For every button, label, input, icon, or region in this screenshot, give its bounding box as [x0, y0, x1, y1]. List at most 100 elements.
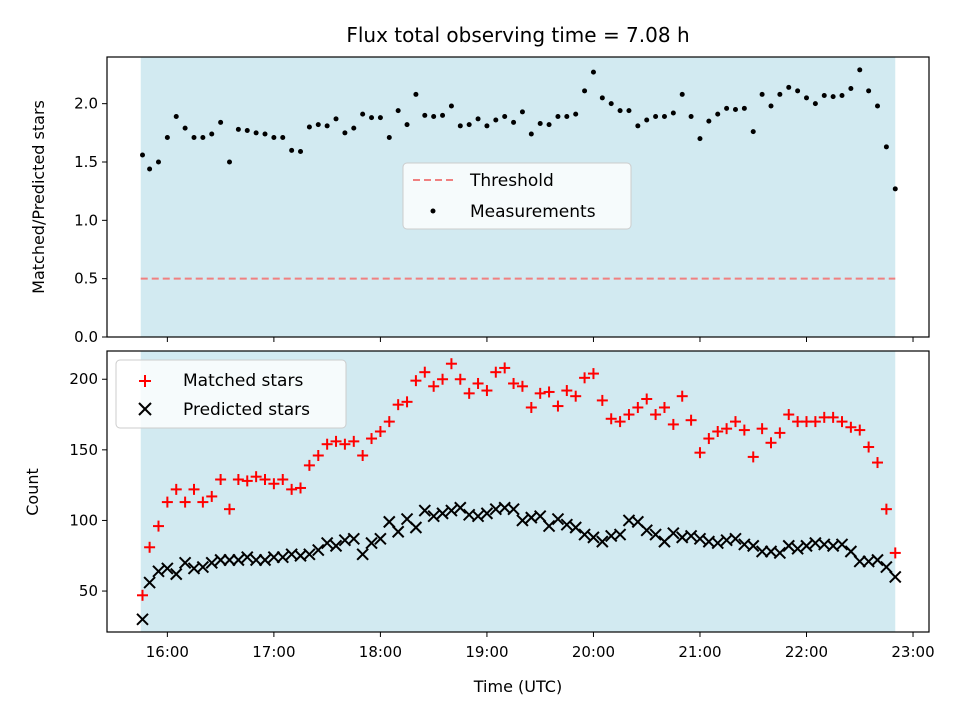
matched-star-marker: [525, 401, 537, 413]
predicted-star-marker: [649, 528, 662, 541]
matched-star-marker: [729, 416, 741, 428]
measurement-point: [271, 135, 277, 140]
measurement-point: [821, 93, 827, 98]
predicted-star-marker: [223, 553, 236, 567]
predicted-star-marker: [365, 536, 378, 550]
measurement-point: [333, 116, 339, 122]
matched-star-marker: [632, 401, 644, 413]
top-y-tick-label: 0.0: [74, 328, 98, 346]
predicted-star-marker: [782, 539, 795, 553]
predicted-star-marker: [800, 539, 813, 553]
top-plot-frame: [106, 56, 930, 338]
predicted-star-marker: [684, 529, 698, 543]
matched-star-marker: [605, 413, 617, 425]
predicted-star-marker: [755, 545, 769, 558]
measurement-point: [289, 147, 295, 153]
predicted-star-marker: [507, 502, 520, 516]
measurement-point: [528, 131, 534, 137]
measurement-point: [457, 123, 463, 129]
measurement-point: [875, 103, 881, 109]
matched-star-marker: [215, 473, 227, 485]
matched-star-marker: [703, 433, 715, 445]
matched-star-marker: [286, 483, 298, 495]
predicted-star-marker: [143, 576, 156, 589]
predicted-star-marker: [356, 548, 369, 561]
measurement-point: [182, 125, 188, 131]
matched-star-marker: [490, 366, 502, 378]
matched-star-marker: [392, 399, 404, 411]
measurement-point: [324, 123, 330, 129]
matched-star-marker: [137, 589, 149, 601]
x-tick-label: 18:00: [359, 643, 402, 661]
predicted-star-marker: [613, 528, 627, 541]
predicted-star-marker: [383, 515, 396, 529]
matched-star-marker: [232, 473, 244, 485]
matched-star-marker: [330, 435, 342, 447]
measurement-point: [661, 114, 667, 119]
matched-star-marker: [197, 496, 209, 508]
measurement-point: [688, 114, 694, 119]
top-legend-box: [402, 162, 632, 230]
measurement-point: [839, 93, 845, 98]
predicted-star-marker: [853, 555, 866, 568]
predicted-star-marker: [232, 553, 245, 567]
bottom-y-axis: 50 100 150 200: [69, 370, 107, 600]
matched-star-marker: [641, 393, 653, 405]
matched-star-marker: [534, 387, 546, 399]
measurement-point: [360, 111, 366, 117]
measurement-point: [803, 95, 809, 101]
matched-star-marker: [508, 377, 520, 389]
measurement-point: [599, 95, 605, 101]
predicted-star-marker: [560, 518, 574, 531]
measurement-point: [786, 84, 792, 90]
measurement-point: [209, 131, 215, 137]
top-x-tick-marks: [166, 337, 914, 342]
measurement-point: [812, 101, 818, 107]
x-tick-label: 23:00: [891, 643, 934, 661]
top-legend: Threshold Measurements: [402, 162, 632, 230]
measurement-point: [140, 152, 146, 158]
measurement-point: [431, 114, 437, 119]
measurement-point: [830, 94, 836, 100]
matched-star-marker: [144, 541, 156, 553]
measurement-point: [883, 144, 889, 150]
predicted-star-marker: [267, 550, 281, 564]
predicted-star-marker: [178, 556, 192, 570]
top-y-axis: 0.0 0.5 1.0 1.5 2.0: [74, 95, 107, 346]
predicted-star-marker: [542, 519, 556, 533]
measurement-point: [298, 149, 304, 154]
measurement-point: [155, 159, 161, 165]
matched-star-marker: [224, 503, 236, 515]
x-tick-label: 20:00: [572, 643, 615, 661]
predicted-star-marker: [249, 553, 263, 567]
measurement-point: [626, 108, 632, 114]
matched-star-marker: [863, 441, 875, 453]
measurement-point: [759, 91, 765, 97]
measurement-point: [715, 111, 721, 117]
predicted-star-marker: [667, 526, 680, 540]
measurement-point: [253, 130, 259, 136]
matched-star-marker: [587, 368, 599, 380]
measurement-point: [555, 114, 561, 119]
x-tick-label: 19:00: [465, 643, 508, 661]
x-tick-label: 16:00: [146, 643, 189, 661]
top-panel: 0.00.51.01.52.0 Matched/Predicted stars …: [29, 56, 930, 346]
measurement-points: [140, 67, 898, 192]
predicted-legend-swatch: [138, 402, 152, 416]
predicted-star-marker: [569, 521, 582, 534]
matched-star-marker: [774, 427, 786, 439]
matched-star-marker: [579, 372, 591, 384]
matched-star-marker: [872, 457, 884, 469]
measurement-point: [857, 67, 863, 73]
predicted-star-marker: [374, 532, 387, 546]
matched-star-marker: [685, 414, 697, 426]
matched-star-marker: [312, 449, 324, 461]
predicted-star-marker: [303, 548, 316, 561]
measurements-legend-swatch: [430, 208, 436, 214]
matched-star-marker: [836, 416, 848, 428]
matched-star-marker: [339, 438, 351, 450]
measurement-point: [440, 112, 446, 118]
matched-star-marker: [614, 416, 626, 428]
top-y-axis-label: Matched/Predicted stars: [29, 100, 48, 294]
